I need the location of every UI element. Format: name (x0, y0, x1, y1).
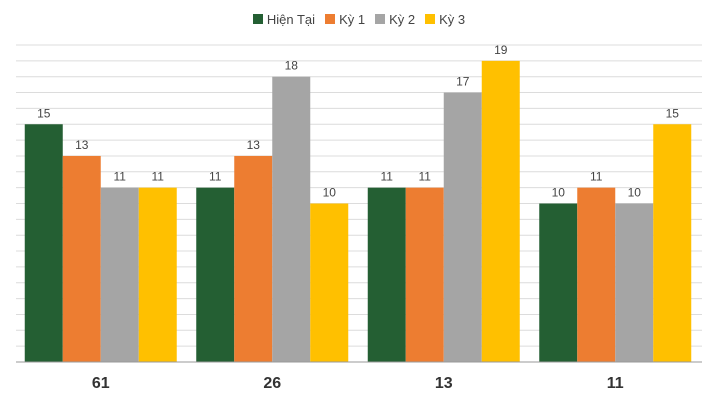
bar (653, 124, 692, 362)
bar (577, 187, 616, 362)
bar (615, 203, 654, 362)
bar (539, 203, 578, 362)
category-label: 61 (92, 375, 110, 392)
bar (100, 187, 139, 362)
legend-swatch (252, 14, 263, 24)
bar (481, 60, 520, 362)
legend-swatch (325, 14, 336, 24)
data-label: 15 (37, 106, 51, 120)
data-label: 11 (209, 170, 222, 184)
data-label: 11 (381, 170, 394, 184)
legend-swatch (375, 14, 386, 24)
bar (272, 76, 311, 362)
data-label: 11 (419, 170, 432, 184)
data-label: 18 (285, 59, 299, 73)
category-label: 11 (607, 375, 624, 392)
legend-item: Hiện Tại (252, 11, 316, 27)
legend-item: Kỳ 1 (325, 12, 365, 27)
bar (196, 187, 235, 362)
bar (234, 155, 273, 362)
bar (405, 187, 444, 362)
data-label: 10 (323, 186, 337, 200)
category-label: 26 (263, 375, 281, 392)
legend-label: Hiện Tại (266, 11, 316, 27)
legend-label: Kỳ 3 (439, 11, 466, 27)
chart-legend: Hiện Tại Kỳ 1 Kỳ 2 Kỳ 3 (0, 10, 718, 28)
legend-item: Kỳ 3 (425, 12, 465, 27)
legend-label: Kỳ 2 (389, 11, 416, 27)
bar (310, 203, 349, 362)
legend-item: Kỳ 2 (375, 12, 415, 27)
data-label: 11 (590, 170, 603, 184)
bar (62, 155, 101, 362)
data-label: 13 (247, 138, 261, 152)
legend-label: Kỳ 1 (339, 11, 366, 27)
data-label: 11 (114, 170, 127, 184)
category-label: 13 (435, 375, 453, 392)
data-label: 15 (666, 106, 680, 120)
bar (443, 92, 482, 363)
data-label: 19 (494, 43, 508, 57)
data-label: 13 (75, 138, 89, 152)
bar (367, 187, 406, 362)
legend-swatch (425, 14, 436, 24)
data-label: 11 (152, 170, 165, 184)
data-label: 10 (628, 186, 642, 200)
bar (24, 124, 63, 362)
data-label: 10 (552, 186, 566, 200)
bar (138, 187, 177, 362)
data-label: 17 (456, 75, 470, 89)
